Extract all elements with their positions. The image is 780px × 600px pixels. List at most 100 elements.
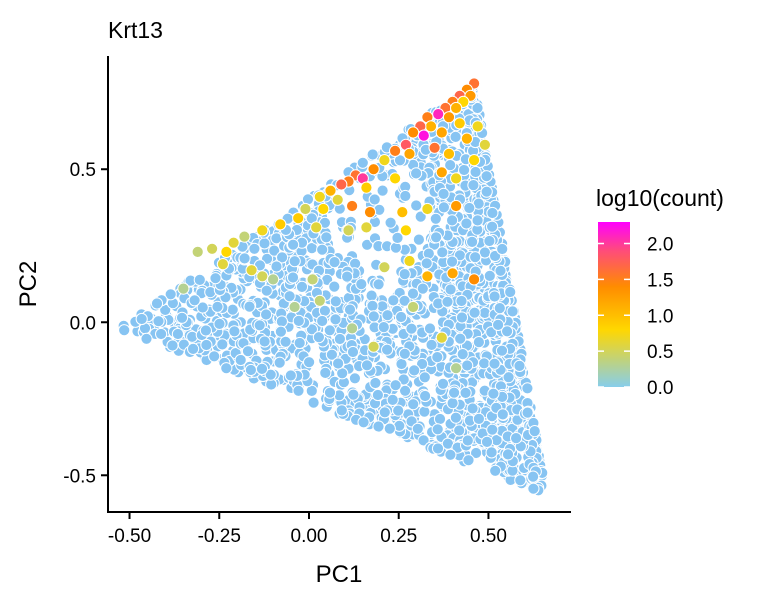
data-point-expressed (450, 362, 463, 375)
data-point (260, 284, 273, 297)
data-point (468, 306, 481, 319)
data-point (461, 434, 474, 447)
data-point (260, 308, 273, 321)
data-point (472, 412, 485, 425)
data-point (395, 310, 408, 324)
data-point (487, 387, 500, 400)
y-tick-label: -0.5 (63, 466, 96, 487)
data-point (268, 244, 281, 257)
data-point (466, 402, 479, 415)
data-point (347, 388, 360, 401)
data-point (436, 377, 450, 390)
data-point-expressed (245, 264, 258, 277)
data-point (348, 372, 361, 385)
data-point (343, 303, 357, 316)
x-axis-title: PC1 (316, 561, 363, 588)
data-point (408, 364, 421, 377)
data-point-expressed (256, 270, 269, 283)
data-point (377, 321, 390, 334)
data-point (412, 233, 425, 246)
data-point (140, 332, 153, 345)
legend-tick-label: 0.0 (647, 378, 673, 399)
data-point-expressed (220, 245, 233, 258)
data-point (332, 357, 345, 370)
data-point-expressed (442, 111, 456, 124)
data-point (283, 290, 296, 303)
data-point (216, 338, 229, 351)
data-point (496, 242, 509, 256)
data-point (387, 294, 400, 307)
data-point (328, 280, 341, 293)
data-point (514, 474, 527, 487)
y-tick-label: 0.5 (70, 160, 96, 181)
data-point (316, 314, 329, 328)
data-point (303, 356, 316, 369)
data-point-expressed (313, 190, 326, 203)
data-point (378, 406, 391, 419)
data-point (319, 366, 332, 379)
data-point (444, 448, 457, 461)
data-point (405, 322, 418, 335)
data-point (325, 348, 338, 361)
data-point (454, 332, 467, 345)
data-point (365, 289, 378, 302)
data-point (446, 255, 459, 268)
data-point (323, 324, 336, 337)
data-point (492, 318, 505, 331)
data-point (244, 363, 257, 377)
data-point (316, 243, 329, 256)
data-point (423, 322, 437, 335)
data-point (506, 305, 519, 318)
data-point-expressed (191, 245, 204, 258)
data-point (483, 269, 496, 282)
data-point (307, 396, 320, 409)
data-point (417, 434, 430, 447)
data-point (264, 368, 277, 381)
data-point (485, 446, 498, 459)
data-point (196, 301, 209, 314)
data-point (295, 280, 309, 293)
data-point (209, 272, 222, 285)
data-point (446, 397, 459, 410)
data-point-expressed (428, 141, 441, 154)
data-point (462, 454, 475, 467)
data-point-expressed (306, 273, 319, 286)
data-point (341, 270, 354, 283)
data-point (312, 331, 325, 344)
data-point (389, 379, 402, 392)
data-point (488, 290, 501, 303)
data-point (211, 300, 224, 313)
y-tick-label: 0.0 (70, 313, 96, 334)
data-point (449, 411, 462, 424)
data-point (273, 356, 286, 369)
data-point-expressed (453, 117, 466, 130)
data-point (461, 359, 474, 372)
data-point-expressed (389, 144, 402, 157)
data-point-expressed (417, 129, 430, 142)
data-point (469, 251, 482, 264)
data-point (444, 283, 457, 296)
data-point (135, 312, 148, 326)
data-point (386, 393, 399, 406)
data-point (279, 335, 292, 348)
data-point (356, 156, 369, 169)
data-point (513, 359, 526, 372)
data-point (208, 350, 221, 363)
data-point (228, 325, 241, 338)
data-point (471, 101, 484, 115)
data-point (368, 193, 381, 206)
data-point (480, 185, 493, 198)
points-layer (117, 77, 549, 497)
data-point-expressed (363, 206, 377, 219)
data-point-expressed (267, 273, 280, 286)
x-tick-label: 0.50 (470, 526, 507, 547)
data-point (425, 338, 438, 351)
data-point (467, 179, 480, 192)
data-point (488, 357, 501, 370)
data-point (466, 235, 479, 248)
data-point-expressed (478, 138, 491, 151)
data-point (459, 386, 472, 399)
data-point (437, 201, 450, 214)
data-point-expressed (227, 236, 240, 249)
data-point (366, 148, 379, 161)
